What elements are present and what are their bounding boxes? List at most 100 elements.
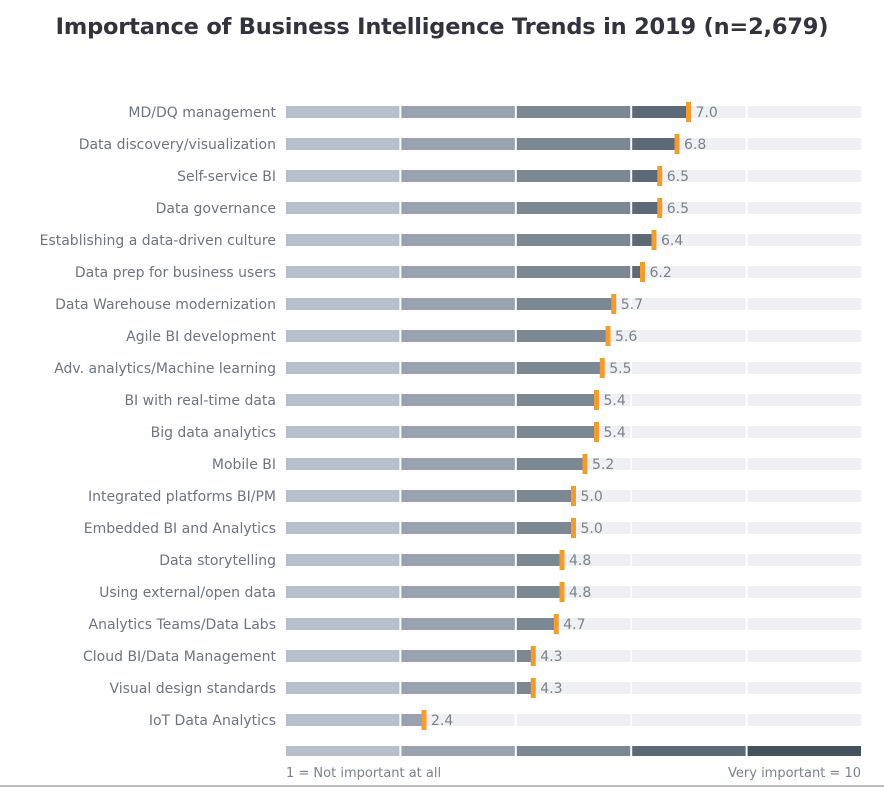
value-marker — [530, 646, 536, 666]
value-marker — [640, 262, 645, 282]
value-marker — [594, 422, 599, 442]
value-marker — [657, 166, 663, 186]
bar-track-segment — [747, 266, 861, 278]
bar-fill-segment — [516, 266, 631, 278]
value-label: 5.0 — [581, 489, 603, 505]
category-label: Self-service BI — [177, 169, 276, 185]
bar-row: Data Warehouse modernization 5.7 — [55, 294, 861, 314]
category-label: Big data analytics — [151, 425, 276, 441]
bar-track-segment — [747, 426, 861, 438]
bar-row: Embedded BI and Analytics 5.0 — [84, 518, 861, 538]
bar-track-segment — [632, 618, 746, 630]
category-label: Integrated platforms BI/PM — [88, 489, 276, 505]
value-marker — [559, 582, 565, 602]
bar-fill-segment — [516, 618, 557, 630]
value-marker — [599, 358, 605, 378]
bar-track-segment — [747, 394, 861, 406]
category-label: Adv. analytics/Machine learning — [54, 361, 276, 377]
bar-fill-segment — [632, 266, 643, 278]
bar-track-segment — [632, 554, 746, 566]
value-label: 5.4 — [604, 393, 626, 409]
value-label: 5.0 — [581, 521, 603, 537]
value-marker — [530, 678, 536, 698]
bar-fill-segment — [632, 202, 660, 214]
bar-track-segment — [401, 714, 515, 726]
bar-row: Analytics Teams/Data Labs 4.7 — [89, 614, 861, 634]
bar-row: Data discovery/visualization 6.8 — [79, 134, 861, 154]
bar-fill-segment — [516, 426, 597, 438]
value-marker — [605, 326, 611, 346]
bar-track-segment — [747, 714, 861, 726]
category-label: BI with real-time data — [124, 393, 276, 409]
bar-fill-segment — [401, 714, 424, 726]
bar-row: Agile BI development 5.6 — [126, 326, 861, 346]
value-label: 6.4 — [661, 233, 683, 249]
bar-row: Big data analytics 5.4 — [151, 422, 861, 442]
bar-fill-segment — [401, 586, 515, 598]
bar-fill-segment — [286, 202, 400, 214]
value-marker — [553, 614, 559, 634]
bar-fill-segment — [401, 234, 515, 246]
bar-track-segment — [632, 394, 746, 406]
bar-track-segment — [747, 490, 861, 502]
bar-fill-segment — [286, 522, 400, 534]
category-label: Embedded BI and Analytics — [84, 521, 276, 537]
bar-track-segment — [516, 650, 631, 662]
bar-fill-segment — [516, 330, 608, 342]
scale-min-label: 1 = Not important at all — [286, 766, 441, 781]
bar-track-segment — [632, 586, 746, 598]
bar-fill-segment — [286, 490, 400, 502]
bar-track-segment — [632, 682, 746, 694]
bar-fill-segment — [632, 170, 660, 182]
value-marker — [559, 550, 565, 570]
bar-fill-segment — [401, 458, 515, 470]
category-label: Data discovery/visualization — [79, 137, 276, 153]
value-label: 5.7 — [621, 297, 643, 313]
bar-fill-segment — [516, 394, 597, 406]
bar-row: Visual design standards 4.3 — [109, 678, 861, 698]
bar-fill-segment — [516, 298, 614, 310]
value-marker — [674, 134, 680, 154]
bar-fill-segment — [632, 106, 689, 118]
bar-fill-segment — [401, 650, 515, 662]
bar-row: Self-service BI 6.5 — [177, 166, 861, 186]
value-label: 6.8 — [684, 137, 706, 153]
value-marker — [657, 198, 663, 218]
value-label: 6.2 — [650, 265, 672, 281]
bar-fill-segment — [516, 234, 631, 246]
bar-track-segment — [747, 330, 861, 342]
bar-row: BI with real-time data 5.4 — [124, 390, 861, 410]
value-label: 6.5 — [667, 201, 689, 217]
scale-segment — [401, 746, 515, 756]
bar-fill-segment — [516, 458, 585, 470]
bar-fill-segment — [286, 234, 400, 246]
bar-fill-segment — [516, 170, 631, 182]
bar-fill-segment — [286, 138, 400, 150]
value-marker — [421, 710, 427, 730]
bar-fill-segment — [516, 490, 574, 502]
bar-fill-segment — [401, 426, 515, 438]
bar-fill-segment — [516, 202, 631, 214]
category-label: IoT Data Analytics — [149, 713, 276, 729]
bar-track-segment — [747, 106, 861, 118]
bar-track-segment — [516, 714, 631, 726]
value-marker — [571, 486, 576, 506]
bar-row: Data storytelling 4.8 — [159, 550, 861, 570]
bar-fill-segment — [286, 682, 400, 694]
bar-track-segment — [747, 138, 861, 150]
value-label: 5.4 — [604, 425, 626, 441]
bar-fill-segment — [516, 682, 534, 694]
bar-row: IoT Data Analytics 2.4 — [149, 710, 861, 730]
bar-fill-segment — [286, 266, 400, 278]
bar-track-segment — [747, 682, 861, 694]
bar-track-segment — [747, 458, 861, 470]
bar-fill-segment — [286, 170, 400, 182]
bar-track-segment — [747, 522, 861, 534]
bar-track-segment — [632, 298, 746, 310]
bar-fill-segment — [286, 106, 400, 118]
bar-fill-segment — [516, 362, 603, 374]
bar-fill-segment — [401, 138, 515, 150]
bar-fill-segment — [401, 394, 515, 406]
scale-segment — [632, 746, 746, 756]
